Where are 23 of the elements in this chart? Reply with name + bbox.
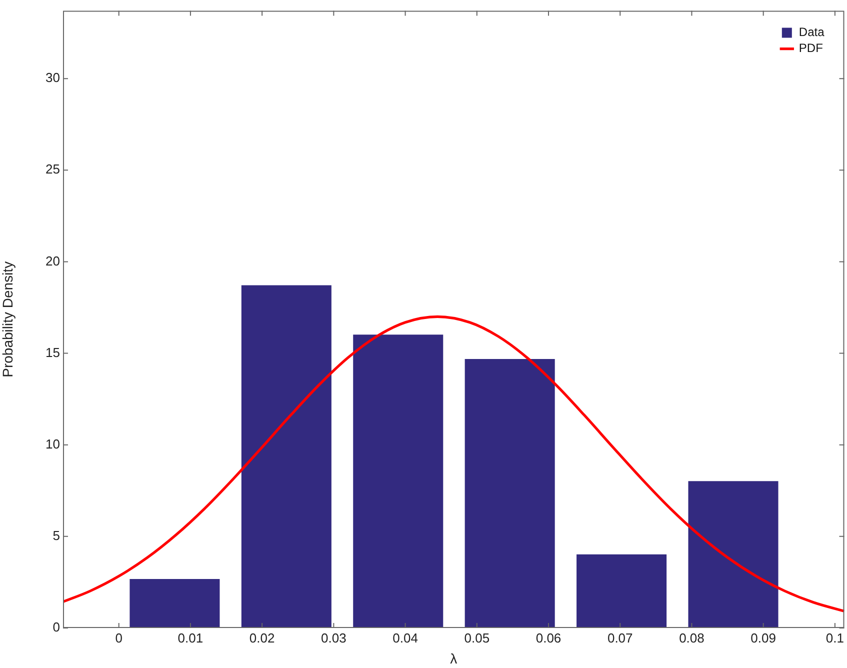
x-tick-label: 0.04 — [392, 630, 418, 646]
line-series — [63, 315, 844, 612]
x-tick-label: 0.05 — [464, 630, 490, 646]
y-tick-label: 0 — [52, 620, 60, 635]
x-tick-label: 0.08 — [679, 630, 704, 646]
x-tick-label: 0.06 — [536, 630, 562, 646]
x-tick-label: 0 — [115, 630, 122, 646]
y-tick-label: 25 — [46, 162, 60, 177]
y-tick-label: 15 — [46, 344, 60, 360]
y-tick-label: 10 — [46, 436, 60, 452]
legend-label: Data — [798, 25, 825, 40]
x-tick-label: 0.03 — [321, 630, 346, 646]
y-axis-title: Probability Density — [0, 261, 16, 378]
x-tick-label: 0.02 — [249, 630, 275, 646]
x-axis-title: λ — [450, 650, 458, 666]
x-tick-label: 0.01 — [178, 630, 204, 646]
y-tick-label: 30 — [46, 70, 60, 86]
legend-label: PDF — [798, 41, 823, 56]
y-tick-label: 5 — [52, 528, 60, 544]
x-tick-label: 0.07 — [607, 630, 633, 646]
y-tick-label: 20 — [46, 253, 60, 268]
x-tick-label: 0.09 — [750, 630, 776, 646]
x-tick-label: 0.1 — [826, 630, 844, 646]
